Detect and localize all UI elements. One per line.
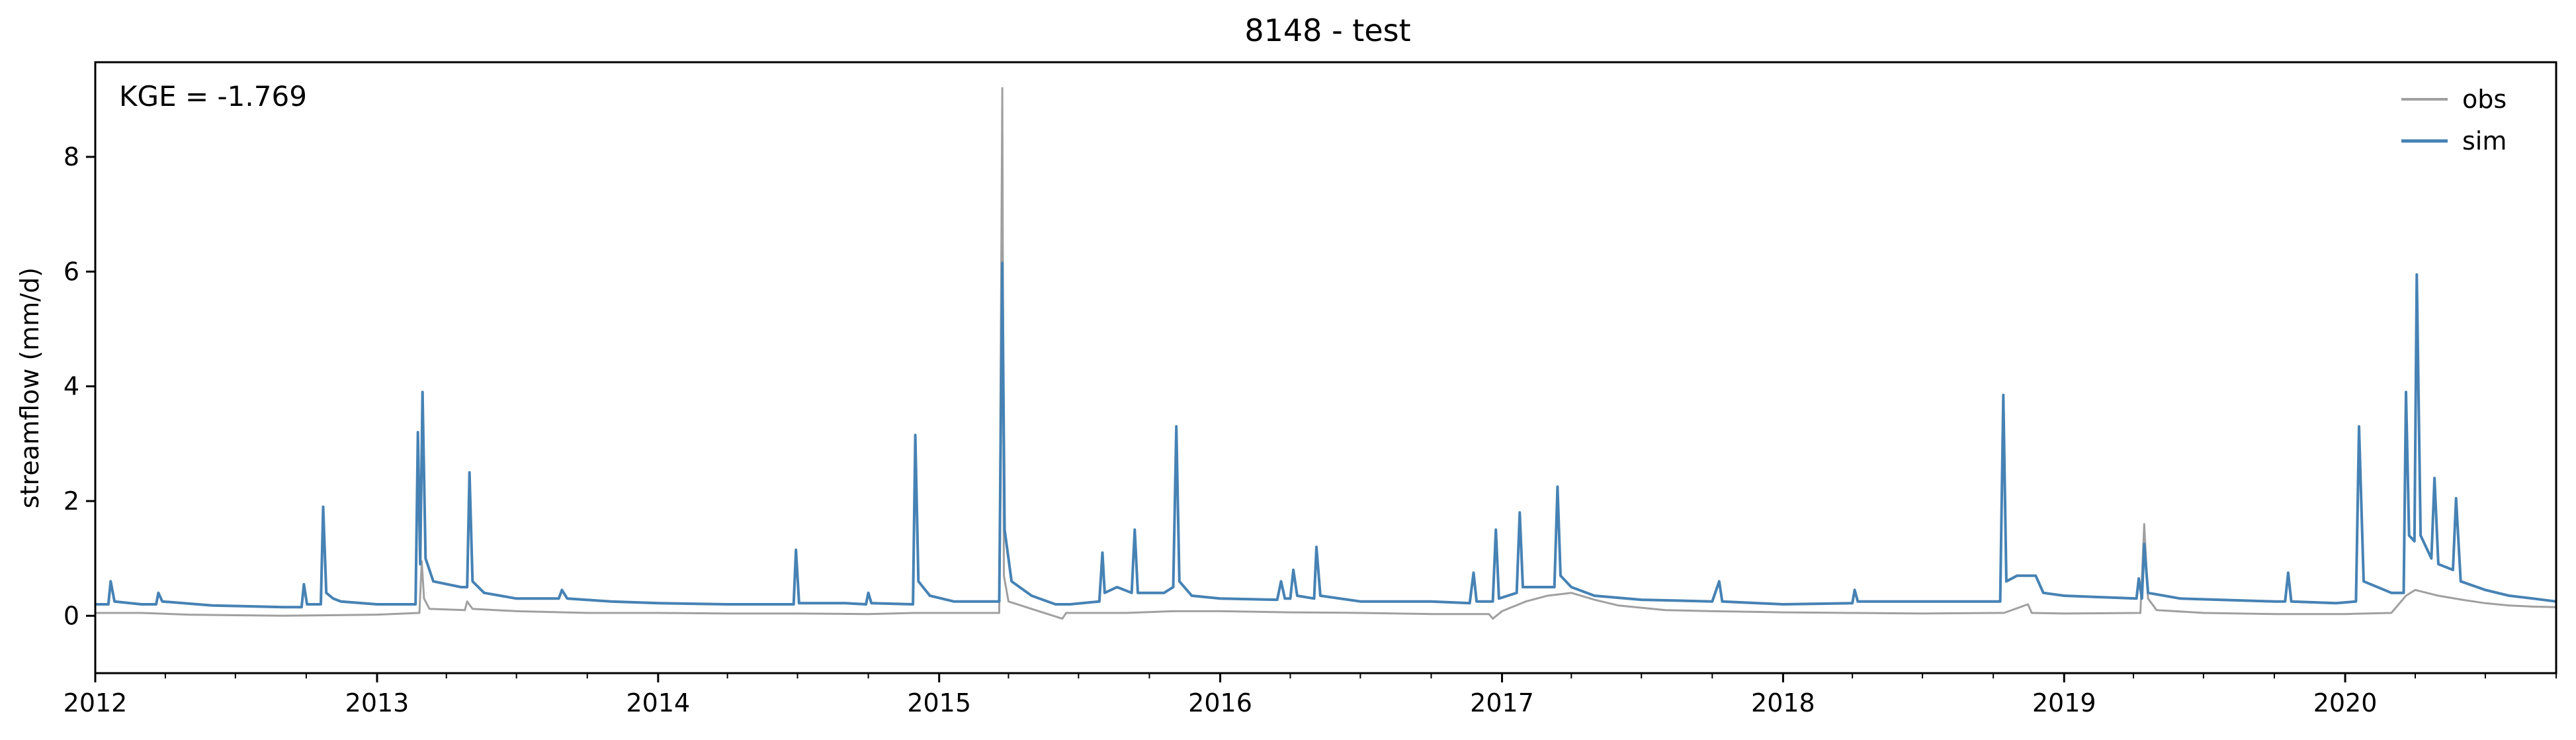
legend: obs sim	[2401, 85, 2507, 156]
y-axis: 0 2 4 6 8	[64, 142, 95, 630]
y-tick-label-2: 2	[64, 486, 79, 516]
kge-annotation: KGE = -1.769	[119, 80, 307, 113]
legend-obs-label: obs	[2462, 85, 2507, 114]
x-tick-label-2016: 2016	[1188, 688, 1252, 717]
y-tick-label-4: 4	[64, 372, 79, 401]
x-tick-label-2020: 2020	[2313, 688, 2378, 717]
legend-sim-label: sim	[2462, 126, 2507, 156]
x-tick-label-2015: 2015	[907, 688, 971, 717]
series-line-obs	[95, 87, 2557, 620]
plot-area	[95, 87, 2557, 620]
x-tick-label-2019: 2019	[2032, 688, 2096, 717]
x-tick-label-2013: 2013	[345, 688, 409, 717]
plot-frame	[94, 61, 2557, 674]
x-axis: 2012 2013 2014 2015 2016 2017 2018 2019 2020	[64, 673, 2557, 717]
series-line-sim	[95, 261, 2557, 609]
y-tick-label-0: 0	[64, 601, 79, 630]
y-tick-label-8: 8	[64, 142, 79, 171]
x-tick-label-2017: 2017	[1470, 688, 1534, 717]
x-tick-label-2012: 2012	[64, 688, 128, 717]
y-tick-label-6: 6	[64, 257, 79, 286]
x-tick-label-2018: 2018	[1751, 688, 1815, 717]
chart-title: 8148 - test	[1244, 13, 1410, 48]
x-tick-label-2014: 2014	[626, 688, 690, 717]
y-axis-label: streamflow (mm/d)	[15, 267, 44, 508]
